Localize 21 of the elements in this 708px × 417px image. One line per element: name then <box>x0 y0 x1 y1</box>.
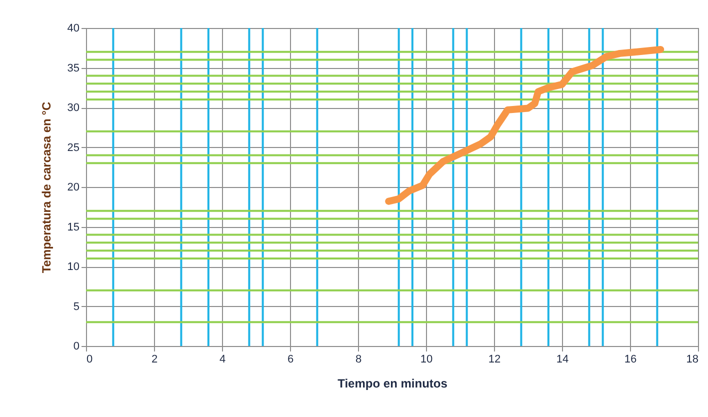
x-tick-label: 10 <box>420 354 433 366</box>
y-tick-label: 15 <box>67 221 80 234</box>
x-tick-label: 4 <box>219 354 226 366</box>
y-tick-label: 40 <box>67 22 80 34</box>
y-tick-label: 35 <box>67 62 80 74</box>
y-tick-label: 0 <box>73 340 80 352</box>
y-tick-label: 5 <box>73 300 80 313</box>
y-axis-title: Temperatura de carcasa en °C <box>39 102 54 274</box>
x-tick-label: 2 <box>151 354 158 366</box>
x-tick-label: 0 <box>86 354 93 366</box>
x-tick-label: 18 <box>686 354 698 366</box>
x-tick-label: 14 <box>556 354 569 366</box>
y-tick-label: 20 <box>67 182 80 194</box>
y-tick-label: 10 <box>67 261 80 273</box>
x-tick-label: 12 <box>488 354 501 366</box>
y-tick-label: 30 <box>67 102 80 114</box>
x-tick-label: 16 <box>624 354 637 366</box>
x-tick-label: 8 <box>355 354 362 366</box>
y-tick-label: 25 <box>67 142 80 154</box>
x-axis-title: Tiempo en minutos <box>338 376 448 390</box>
x-tick-label: 6 <box>287 354 294 366</box>
